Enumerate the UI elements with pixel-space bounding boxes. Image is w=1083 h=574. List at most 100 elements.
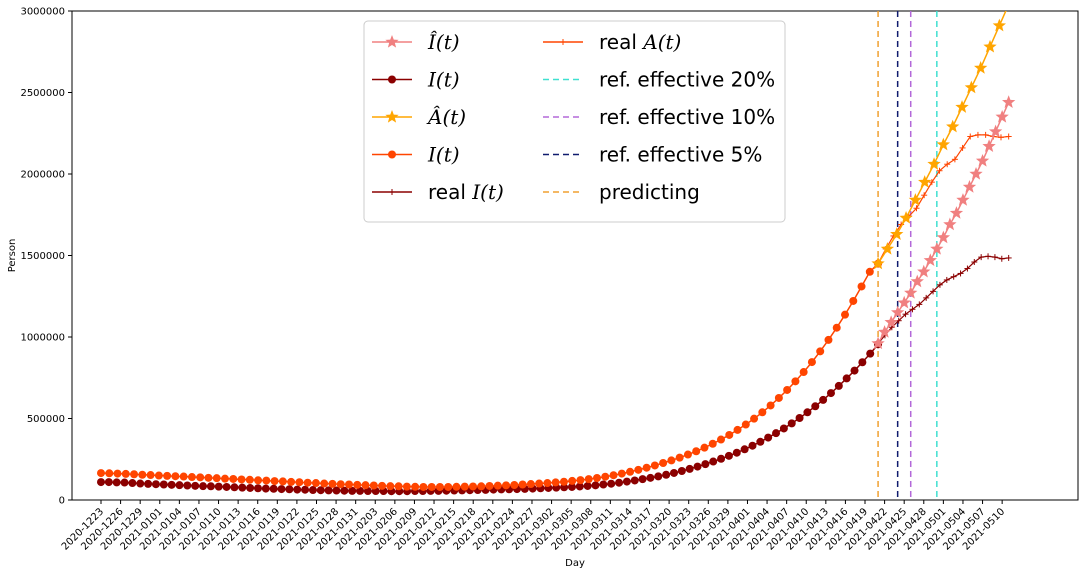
data-point bbox=[295, 478, 304, 487]
data-point bbox=[918, 175, 932, 188]
data-point bbox=[667, 456, 676, 465]
legend-entry: Â(t) bbox=[372, 105, 466, 129]
data-point bbox=[783, 385, 792, 394]
data-point bbox=[857, 282, 866, 291]
data-point bbox=[909, 306, 916, 313]
data-point bbox=[151, 480, 160, 489]
data-point bbox=[601, 472, 610, 481]
data-point bbox=[807, 358, 816, 367]
data-point bbox=[196, 473, 205, 482]
legend-label: I(t) bbox=[427, 143, 460, 167]
data-point bbox=[543, 479, 552, 488]
data-point bbox=[293, 485, 302, 494]
legend-entry: I(t) bbox=[372, 68, 460, 92]
y-tick-label: 500000 bbox=[27, 414, 65, 425]
series-i-t- bbox=[97, 259, 883, 491]
data-point bbox=[254, 476, 263, 485]
data-point bbox=[913, 205, 920, 212]
data-point bbox=[959, 144, 966, 151]
data-point bbox=[575, 482, 584, 491]
data-point bbox=[386, 482, 395, 491]
data-point bbox=[988, 124, 1003, 138]
data-point bbox=[944, 161, 951, 168]
data-point bbox=[850, 366, 859, 375]
data-point bbox=[956, 193, 970, 206]
legend-label: Â(t) bbox=[426, 105, 466, 129]
legend-entry: real A(t) bbox=[543, 30, 681, 54]
data-point bbox=[356, 486, 365, 495]
data-point bbox=[740, 445, 749, 454]
data-point bbox=[962, 180, 977, 193]
data-point bbox=[936, 137, 951, 151]
data-point bbox=[779, 424, 788, 433]
data-point bbox=[1002, 0, 1015, 10]
data-point bbox=[175, 481, 184, 490]
data-point bbox=[340, 486, 349, 495]
legend-marker bbox=[560, 39, 566, 45]
legend-label: ref. effective 5% bbox=[599, 143, 762, 167]
data-point bbox=[277, 485, 286, 494]
data-point bbox=[167, 480, 176, 489]
data-point bbox=[936, 230, 951, 244]
data-point bbox=[615, 478, 624, 487]
data-point bbox=[638, 475, 647, 484]
data-point bbox=[849, 296, 858, 305]
data-point bbox=[871, 336, 885, 350]
data-point bbox=[301, 485, 310, 494]
y-axis-label: Person bbox=[7, 239, 18, 273]
data-point bbox=[891, 305, 905, 319]
data-point bbox=[518, 480, 527, 489]
data-point bbox=[144, 479, 153, 488]
data-point bbox=[791, 377, 800, 386]
data-point bbox=[320, 479, 329, 488]
legend-label: predicting bbox=[599, 180, 700, 204]
data-point bbox=[951, 156, 958, 163]
data-point bbox=[964, 80, 979, 94]
data-point bbox=[930, 288, 937, 295]
legend-entry: I(t) bbox=[372, 143, 460, 167]
data-point bbox=[97, 478, 105, 487]
data-point bbox=[609, 471, 618, 480]
data-point bbox=[758, 408, 767, 417]
data-point bbox=[311, 479, 320, 488]
data-point bbox=[685, 464, 694, 473]
data-point bbox=[995, 109, 1009, 123]
legend-marker bbox=[385, 110, 399, 123]
y-tick-label: 2500000 bbox=[20, 88, 65, 99]
data-point bbox=[880, 241, 895, 255]
series-i-t- bbox=[97, 340, 883, 496]
data-point bbox=[551, 478, 560, 487]
data-point bbox=[693, 462, 702, 471]
data-point bbox=[576, 476, 585, 485]
data-point bbox=[1005, 133, 1012, 140]
data-point bbox=[787, 419, 796, 428]
data-point bbox=[811, 402, 820, 411]
data-point bbox=[799, 368, 808, 377]
data-point bbox=[324, 486, 333, 495]
data-point bbox=[179, 472, 188, 481]
data-point bbox=[642, 463, 651, 472]
data-point bbox=[908, 193, 923, 206]
data-point bbox=[992, 18, 1006, 32]
data-point bbox=[204, 473, 213, 482]
data-point bbox=[950, 273, 957, 280]
data-point bbox=[732, 448, 741, 457]
data-point bbox=[834, 381, 843, 390]
data-point bbox=[910, 274, 924, 288]
series--t- bbox=[871, 0, 1015, 270]
data-point bbox=[927, 157, 941, 170]
legend-entry: ref. effective 10% bbox=[543, 105, 775, 129]
data-point bbox=[967, 133, 974, 140]
data-point bbox=[650, 461, 659, 470]
data-point bbox=[946, 119, 960, 133]
data-point bbox=[599, 480, 608, 489]
data-point bbox=[121, 469, 130, 478]
data-point bbox=[104, 478, 113, 487]
legend-entry: predicting bbox=[543, 180, 700, 204]
data-point bbox=[764, 433, 773, 442]
data-point bbox=[700, 443, 709, 452]
data-point bbox=[969, 167, 983, 180]
data-point bbox=[221, 474, 230, 483]
data-point bbox=[904, 285, 918, 299]
